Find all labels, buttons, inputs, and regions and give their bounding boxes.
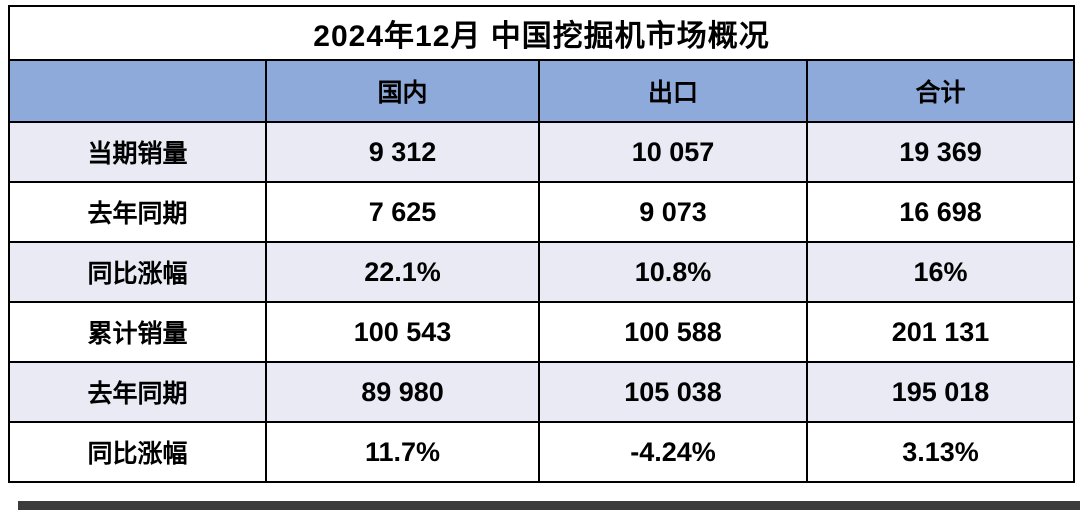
cell-value: 100 588 <box>538 301 808 363</box>
cell-value: 105 038 <box>538 361 808 423</box>
column-header-total: 合计 <box>805 59 1076 123</box>
table-drop-shadow <box>18 501 1080 510</box>
cell-value: 16 698 <box>805 181 1076 243</box>
cell-value: 3.13% <box>805 421 1076 483</box>
column-header-blank <box>8 59 267 123</box>
table-row: 同比涨幅 22.1% 10.8% 16% <box>8 241 1076 303</box>
row-label-cumulative-sales: 累计销量 <box>8 301 267 363</box>
cell-value: 19 369 <box>805 121 1076 183</box>
row-label-current-sales: 当期销量 <box>8 121 267 183</box>
table-row: 去年同期 89 980 105 038 195 018 <box>8 361 1076 423</box>
column-header-domestic: 国内 <box>265 59 540 123</box>
cell-value: -4.24% <box>538 421 808 483</box>
column-header-export: 出口 <box>538 59 808 123</box>
row-label-yoy-change-cumulative: 同比涨幅 <box>8 421 267 483</box>
cell-value: 16% <box>805 241 1076 303</box>
cell-value: 11.7% <box>265 421 540 483</box>
cell-value: 10.8% <box>538 241 808 303</box>
page-title: 2024年12月 中国挖掘机市场概况 <box>7 5 1076 61</box>
cell-value: 195 018 <box>805 361 1076 423</box>
row-label-last-year-same-period-cumulative: 去年同期 <box>8 361 267 423</box>
title-row: 2024年12月 中国挖掘机市场概况 <box>7 5 1076 61</box>
cell-value: 201 131 <box>805 301 1076 363</box>
row-label-yoy-change: 同比涨幅 <box>8 241 267 303</box>
cell-value: 9 312 <box>265 121 540 183</box>
table-row: 当期销量 9 312 10 057 19 369 <box>8 121 1076 183</box>
column-header-row: 国内 出口 合计 <box>8 59 1076 123</box>
table-row: 同比涨幅 11.7% -4.24% 3.13% <box>8 421 1076 483</box>
market-overview-table: 2024年12月 中国挖掘机市场概况 国内 出口 合计 当期销量 9 312 1… <box>7 5 1076 483</box>
cell-value: 22.1% <box>265 241 540 303</box>
row-label-last-year-same-period: 去年同期 <box>8 181 267 243</box>
table-row: 累计销量 100 543 100 588 201 131 <box>8 301 1076 363</box>
table-row: 去年同期 7 625 9 073 16 698 <box>8 181 1076 243</box>
cell-value: 10 057 <box>538 121 808 183</box>
cell-value: 89 980 <box>265 361 540 423</box>
cell-value: 9 073 <box>538 181 808 243</box>
cell-value: 7 625 <box>265 181 540 243</box>
cell-value: 100 543 <box>265 301 540 363</box>
